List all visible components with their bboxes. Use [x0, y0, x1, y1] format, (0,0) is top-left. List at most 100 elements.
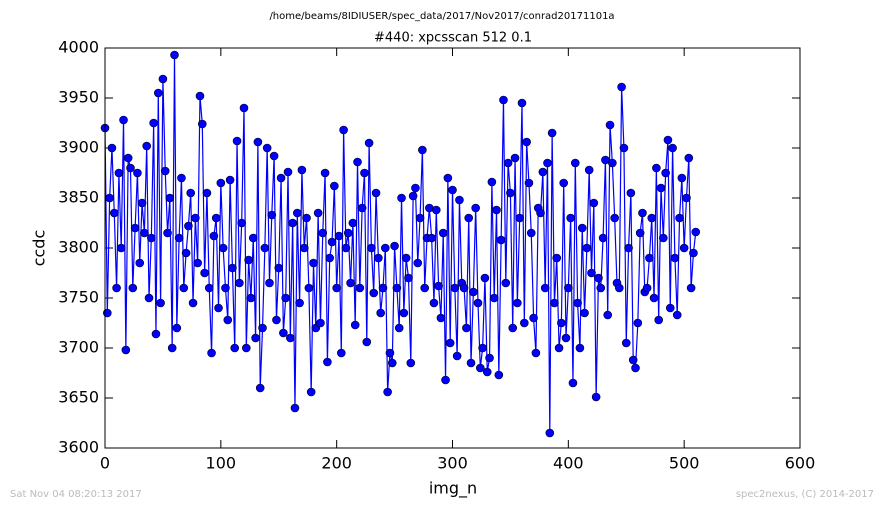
- data-point: [153, 88, 163, 98]
- data-point: [262, 143, 272, 153]
- data-point: [547, 128, 557, 138]
- data-point: [482, 367, 492, 377]
- data-point: [297, 165, 307, 175]
- x-tick-label: 500: [669, 454, 700, 473]
- data-point: [575, 343, 585, 353]
- data-point: [411, 183, 420, 193]
- data-point: [469, 287, 478, 297]
- data-point: [508, 323, 518, 333]
- data-point: [290, 403, 300, 413]
- data-point: [471, 203, 480, 213]
- data-point: [193, 258, 202, 268]
- data-point: [654, 315, 663, 325]
- data-point: [158, 74, 168, 84]
- data-point: [253, 137, 263, 147]
- data-point: [230, 343, 240, 353]
- data-point: [443, 173, 453, 183]
- data-point: [239, 103, 249, 113]
- data-point: [526, 228, 536, 238]
- data-point: [582, 243, 592, 253]
- data-point: [170, 50, 179, 60]
- x-tick-label: 600: [785, 454, 816, 473]
- data-point: [191, 213, 200, 223]
- data-point: [258, 323, 267, 333]
- y-tick-label: 3900: [58, 138, 99, 157]
- data-point: [529, 313, 538, 323]
- data-point: [524, 178, 534, 188]
- data-point: [390, 241, 399, 251]
- data-point: [316, 318, 325, 328]
- data-point: [452, 351, 462, 361]
- data-point: [374, 253, 383, 263]
- data-point: [420, 283, 430, 293]
- data-point: [573, 298, 582, 308]
- data-point: [325, 253, 335, 263]
- data-point: [225, 175, 235, 185]
- data-point: [320, 168, 330, 178]
- data-point: [295, 298, 304, 308]
- data-point: [682, 193, 691, 203]
- data-point: [536, 208, 545, 218]
- data-point: [232, 136, 242, 146]
- data-point: [383, 387, 392, 397]
- data-point: [350, 320, 360, 330]
- data-point: [174, 233, 184, 243]
- data-point: [221, 283, 230, 293]
- data-point: [392, 283, 402, 293]
- data-point: [554, 343, 564, 353]
- data-point: [663, 135, 673, 145]
- data-point: [668, 143, 677, 153]
- data-point: [503, 158, 513, 168]
- data-point: [605, 120, 615, 130]
- x-tick-label: 0: [100, 454, 110, 473]
- data-point: [195, 91, 205, 101]
- data-point: [149, 118, 158, 128]
- data-point: [608, 158, 617, 168]
- data-point: [568, 378, 578, 388]
- data-point: [330, 181, 339, 191]
- data-point: [679, 243, 689, 253]
- data-point: [248, 233, 258, 243]
- data-point: [684, 153, 694, 163]
- data-point: [652, 163, 661, 173]
- data-point: [378, 283, 388, 293]
- data-point: [561, 333, 571, 343]
- data-point: [177, 173, 186, 183]
- data-point: [341, 243, 351, 253]
- data-point: [642, 283, 652, 293]
- data-point: [119, 115, 128, 125]
- data-point: [480, 273, 490, 283]
- data-point: [179, 283, 189, 293]
- data-point: [401, 253, 411, 263]
- data-point: [343, 228, 353, 238]
- data-point: [313, 208, 323, 218]
- data-point: [429, 298, 439, 308]
- data-point: [531, 348, 541, 358]
- data-point: [570, 158, 580, 168]
- data-point: [302, 213, 311, 223]
- data-point: [455, 195, 464, 205]
- data-point: [459, 283, 469, 293]
- data-point: [464, 213, 474, 223]
- plot-frame: [104, 47, 801, 449]
- data-point: [624, 243, 633, 253]
- data-point: [211, 213, 221, 223]
- data-point: [559, 178, 569, 188]
- data-point: [675, 213, 684, 223]
- y-tick-label: 3850: [58, 188, 99, 207]
- data-point: [130, 223, 140, 233]
- data-point: [649, 293, 659, 303]
- data-point: [318, 228, 328, 238]
- data-point: [348, 218, 358, 228]
- data-point: [462, 323, 471, 333]
- data-point: [538, 167, 548, 177]
- data-point: [473, 298, 483, 308]
- data-point: [619, 143, 629, 153]
- data-point: [223, 315, 233, 325]
- data-point: [552, 253, 562, 263]
- data-point: [235, 278, 244, 288]
- data-point: [172, 323, 182, 333]
- data-point: [617, 82, 626, 92]
- data-point: [246, 293, 256, 303]
- chart-title: /home/beams/8IDIUSER/spec_data/2017/Nov2…: [269, 11, 614, 22]
